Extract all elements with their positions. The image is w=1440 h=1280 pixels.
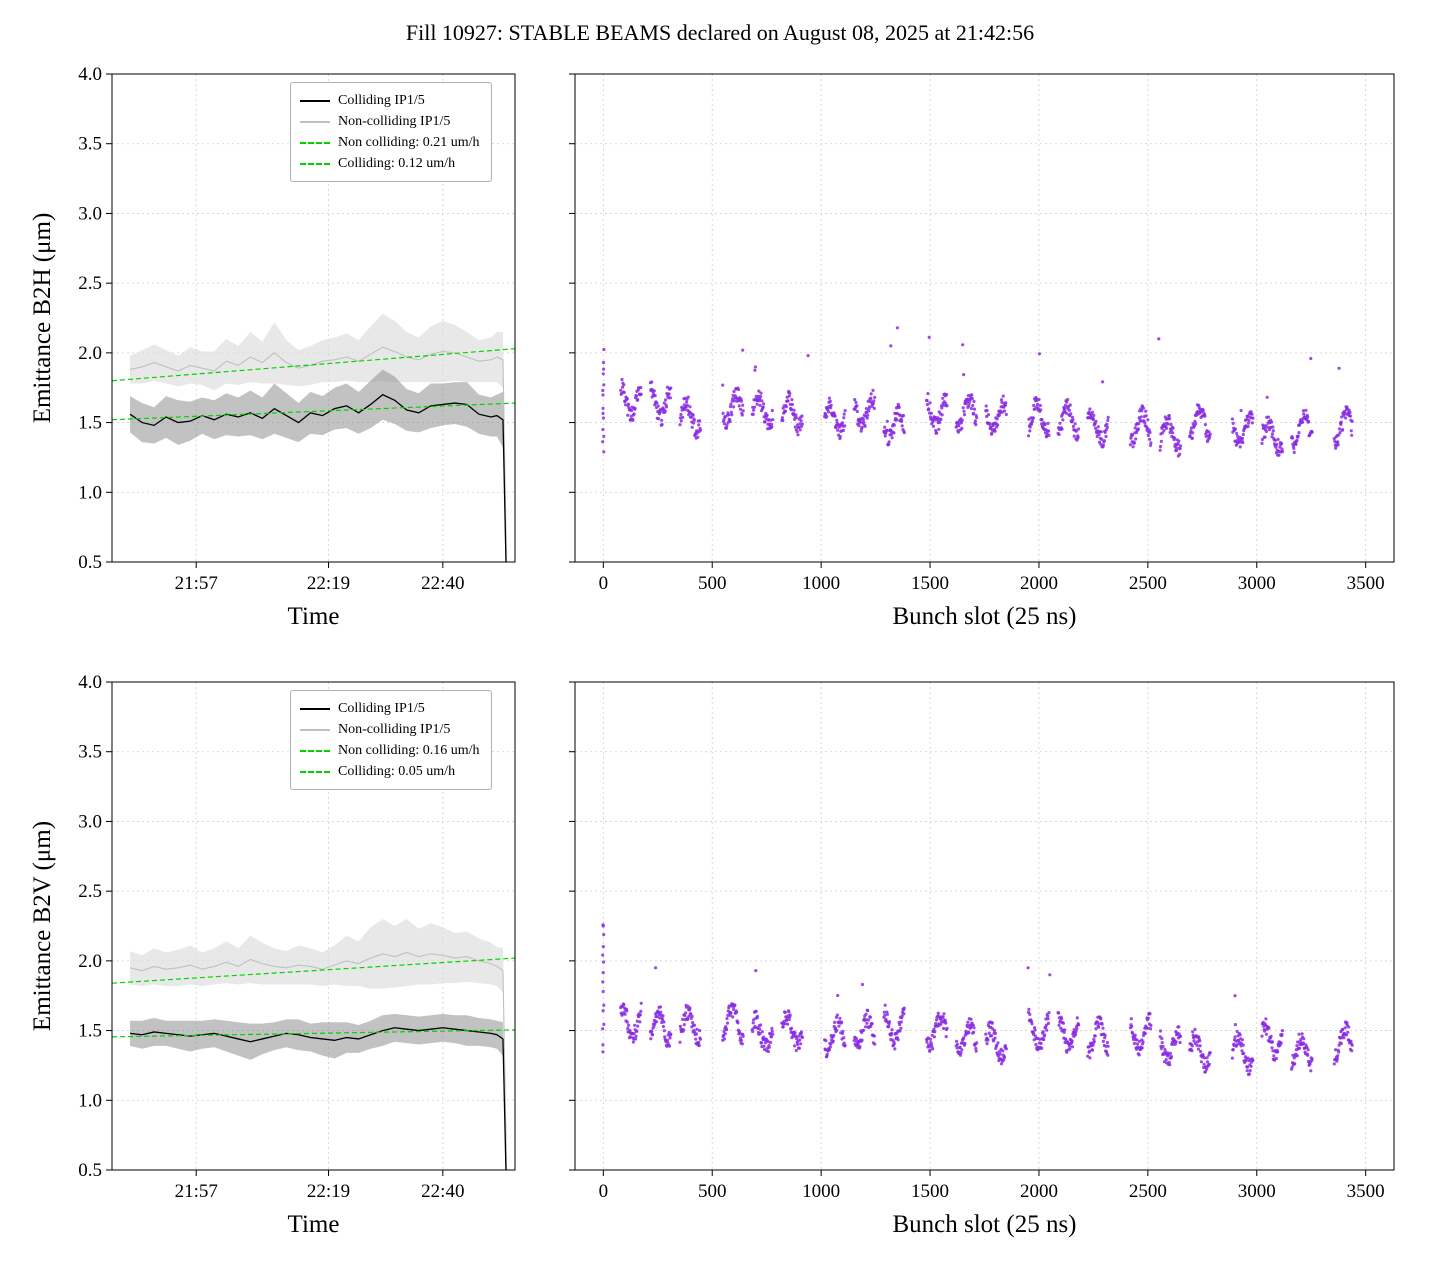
svg-text:1.0: 1.0: [78, 1090, 102, 1111]
svg-text:3.5: 3.5: [78, 134, 102, 155]
svg-text:21:57: 21:57: [175, 573, 218, 594]
b2v-time-chart: 21:57 22:19 22:40 0.5 1.0 1.5 2.0 2.5 3.0 3.5 4.0 T…: [29, 674, 516, 1238]
svg-text:0.5: 0.5: [78, 552, 102, 573]
svg-text:0: 0: [599, 573, 609, 594]
legend-label: Non-colliding IP1/5: [338, 722, 451, 737]
svg-text:3500: 3500: [1347, 1181, 1385, 1202]
subplot-grid: 21:57 22:19 22:40 0.5 1.0 1.5 2.0 2.5 3.0 3.5 4.0 T…: [0, 66, 1440, 1252]
svg-text:22:19: 22:19: [307, 1181, 350, 1202]
legend-label: Non colliding: 0.16 um/h: [338, 743, 480, 758]
svg-text:22:19: 22:19: [307, 573, 350, 594]
legend-label: Colliding IP1/5: [338, 701, 425, 716]
svg-text:1.0: 1.0: [78, 482, 102, 503]
svg-text:500: 500: [698, 1181, 727, 1202]
svg-text:22:40: 22:40: [421, 1181, 464, 1202]
svg-text:2.5: 2.5: [78, 273, 102, 294]
svg-text:Emittance B2V (μm): Emittance B2V (μm): [29, 821, 56, 1031]
svg-text:4.0: 4.0: [78, 66, 102, 85]
svg-text:3.0: 3.0: [78, 203, 102, 224]
svg-text:2500: 2500: [1129, 1181, 1167, 1202]
svg-text:2500: 2500: [1129, 573, 1167, 594]
legend-entry: Non-colliding IP1/5: [300, 111, 480, 132]
legend-swatch-noncolliding-line: [300, 120, 330, 123]
svg-text:4.0: 4.0: [78, 674, 102, 693]
legend-entry: Colliding IP1/5: [300, 90, 480, 111]
svg-text:3.5: 3.5: [78, 742, 102, 763]
svg-text:1.5: 1.5: [78, 413, 102, 434]
svg-text:3000: 3000: [1238, 573, 1276, 594]
svg-text:Emittance B2H (μm): Emittance B2H (μm): [29, 213, 56, 424]
panel-b2v-bunch: 0 500 1000 1500 2000 2500 3000 3500 Bunch slot (…: [545, 674, 1420, 1252]
figure-title: Fill 10927: STABLE BEAMS declared on Aug…: [405, 20, 1035, 45]
svg-text:21:57: 21:57: [175, 1181, 218, 1202]
legend-label: Colliding: 0.05 um/h: [338, 764, 456, 779]
b2v-legend: Colliding IP1/5 Non-colliding IP1/5 Non …: [290, 690, 492, 790]
svg-text:3.0: 3.0: [78, 811, 102, 832]
svg-text:1000: 1000: [802, 1181, 840, 1202]
legend-swatch-noncolliding-trend: [300, 141, 330, 144]
legend-swatch-colliding-line: [300, 99, 330, 102]
legend-swatch-colliding-trend: [300, 162, 330, 165]
legend-swatch-noncolliding-line: [300, 728, 330, 731]
svg-text:Bunch slot (25 ns): Bunch slot (25 ns): [892, 603, 1076, 630]
legend-label: Colliding IP1/5: [338, 93, 425, 108]
svg-text:2000: 2000: [1020, 1181, 1058, 1202]
legend-swatch-noncolliding-trend: [300, 749, 330, 752]
legend-entry: Colliding IP1/5: [300, 698, 480, 719]
legend-entry: Colliding: 0.05 um/h: [300, 761, 480, 782]
svg-text:0: 0: [599, 1181, 609, 1202]
svg-text:2.0: 2.0: [78, 951, 102, 972]
svg-text:3000: 3000: [1238, 1181, 1276, 1202]
svg-text:1000: 1000: [802, 573, 840, 594]
b2h-time-chart: 21:57 22:19 22:40 0.5 1.0 1.5 2.0 2.5 3.0 3.5 4.0 T…: [29, 66, 516, 630]
svg-text:2000: 2000: [1020, 573, 1058, 594]
legend-entry: Non colliding: 0.16 um/h: [300, 740, 480, 761]
legend-label: Non-colliding IP1/5: [338, 114, 451, 129]
legend-swatch-colliding-line: [300, 707, 330, 710]
svg-text:Time: Time: [288, 603, 340, 630]
svg-text:1500: 1500: [911, 1181, 949, 1202]
svg-text:2.0: 2.0: [78, 343, 102, 364]
b2v-bunch-scatter-chart: 0 500 1000 1500 2000 2500 3000 3500 Bunch slot (…: [569, 681, 1395, 1238]
panel-b2h-time: 21:57 22:19 22:40 0.5 1.0 1.5 2.0 2.5 3.0 3.5 4.0 T…: [24, 66, 529, 644]
svg-text:500: 500: [698, 573, 727, 594]
svg-text:1.5: 1.5: [78, 1021, 102, 1042]
svg-text:Time: Time: [288, 1211, 340, 1238]
svg-text:22:40: 22:40: [421, 573, 464, 594]
legend-swatch-colliding-trend: [300, 770, 330, 773]
svg-text:1500: 1500: [911, 573, 949, 594]
b2h-legend: Colliding IP1/5 Non-colliding IP1/5 Non …: [290, 82, 492, 182]
legend-entry: Colliding: 0.12 um/h: [300, 153, 480, 174]
svg-text:0.5: 0.5: [78, 1160, 102, 1181]
figure: Fill 10927: STABLE BEAMS declared on Aug…: [0, 20, 1440, 1252]
legend-label: Colliding: 0.12 um/h: [338, 156, 456, 171]
svg-text:2.5: 2.5: [78, 881, 102, 902]
svg-text:3500: 3500: [1347, 573, 1385, 594]
svg-text:Bunch slot (25 ns): Bunch slot (25 ns): [892, 1211, 1076, 1238]
legend-entry: Non-colliding IP1/5: [300, 719, 480, 740]
panel-b2h-bunch: 0 500 1000 1500 2000 2500 3000 3500 Bunch slot (…: [545, 66, 1420, 644]
panel-b2v-time: 21:57 22:19 22:40 0.5 1.0 1.5 2.0 2.5 3.0 3.5 4.0 T…: [24, 674, 529, 1252]
b2h-bunch-scatter-chart: 0 500 1000 1500 2000 2500 3000 3500 Bunch slot (…: [569, 73, 1395, 630]
legend-label: Non colliding: 0.21 um/h: [338, 135, 480, 150]
legend-entry: Non colliding: 0.21 um/h: [300, 132, 480, 153]
